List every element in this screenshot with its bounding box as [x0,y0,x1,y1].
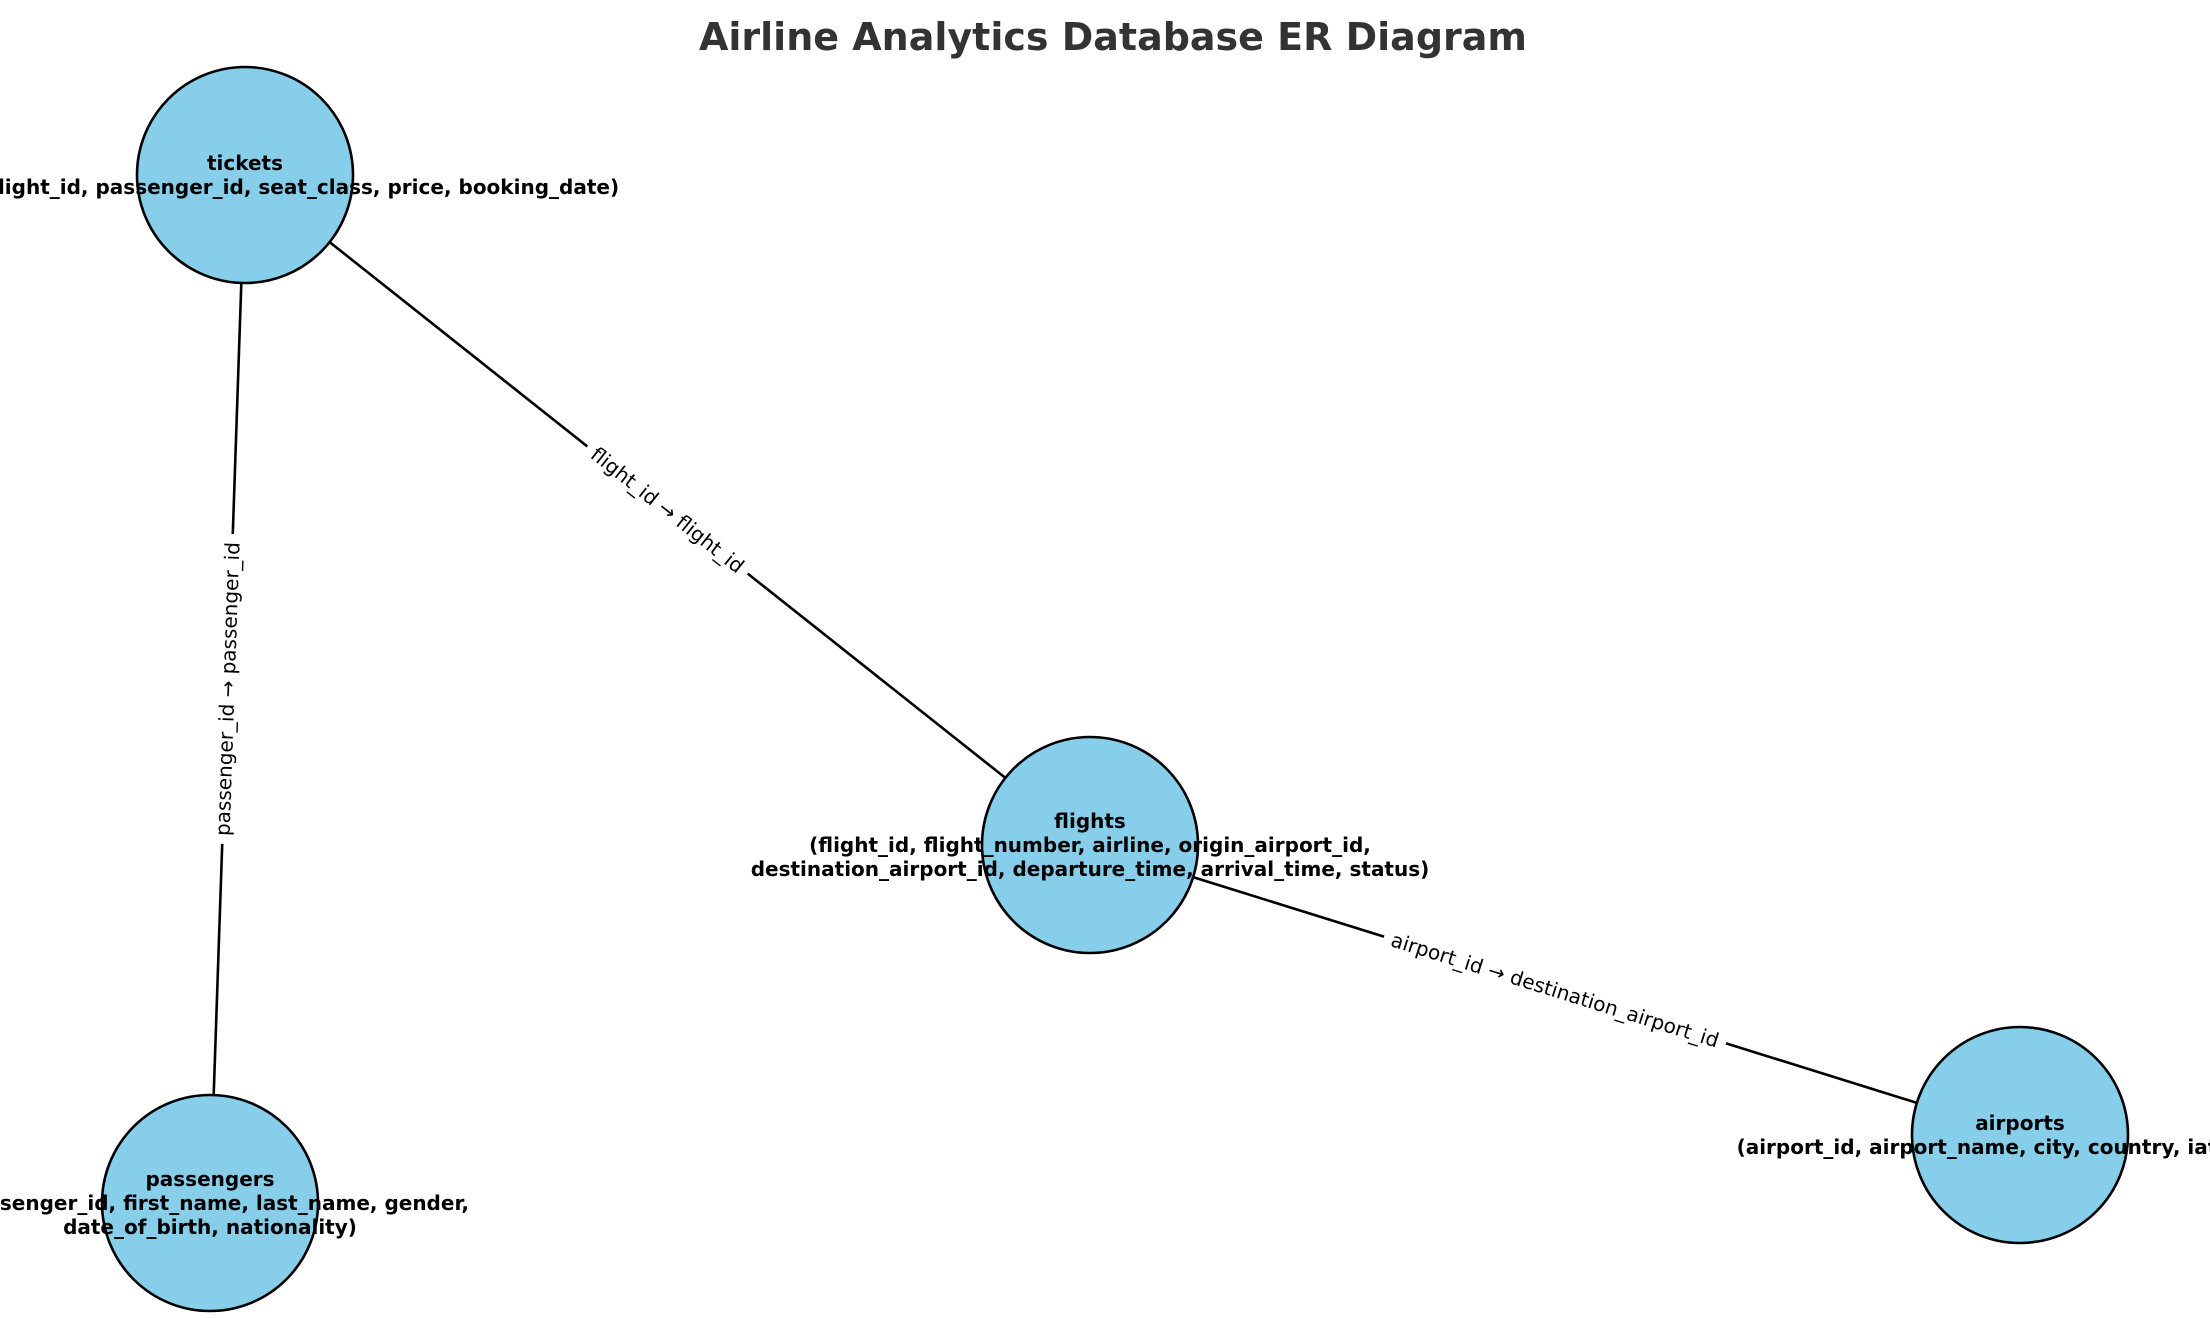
relationship-label-background [209,533,246,845]
relationship-label: airport_id → destination_airport_id [1388,928,1722,1053]
relationship-label-group-tickets-passengers: passenger_id → passenger_id [209,533,246,845]
relationship-label: flight_id → flight_id [586,442,749,578]
diagram-title: Airline Analytics Database ER Diagram [699,15,1527,59]
entity-flights[interactable]: flights(flight_id, flight_number, airlin… [751,735,1430,955]
relationship-label-background [579,436,756,584]
entity-name-airports: airports [1975,1111,2065,1135]
entity-name-flights: flights [1054,809,1126,833]
entity-attributes-passengers: date_of_birth, nationality) [63,1215,357,1239]
entity-attributes-passengers: (passenger_id, first_name, last_name, ge… [0,1191,469,1215]
entity-attributes-airports: (airport_id, airport_name, city, country… [1737,1135,2210,1159]
entity-name-tickets: tickets [207,151,283,175]
entity-attributes-flights: (flight_id, flight_number, airline, orig… [809,833,1371,857]
entity-circle-passengers [100,1093,320,1313]
entity-circle-airports [1910,1025,2130,1245]
relationship-label-group-tickets-flights: flight_id → flight_id [579,436,756,584]
relationship-label: passenger_id → passenger_id [211,542,245,837]
entity-circle-flights [980,735,1200,955]
entity-attributes-flights: destination_airport_id, departure_time, … [751,857,1430,881]
entity-name-passengers: passengers [145,1167,274,1191]
entity-circle-tickets [135,65,355,285]
entity-airports[interactable]: airports(airport_id, airport_name, city,… [1737,1025,2210,1245]
entity-tickets[interactable]: tickets(ticket_id, flight_id, passenger_… [0,65,619,285]
relationship-label-background [1380,924,1730,1056]
entity-passengers[interactable]: passengers(passenger_id, first_name, las… [0,1093,469,1313]
relationship-edges: flight_id → flight_id passenger_id → pass… [209,241,1918,1105]
entity-attributes-tickets: (ticket_id, flight_id, passenger_id, sea… [0,175,619,199]
entity-nodes: tickets(ticket_id, flight_id, passenger_… [0,65,2210,1313]
relationship-label-group-flights-airports: airport_id → destination_airport_id [1380,924,1730,1056]
